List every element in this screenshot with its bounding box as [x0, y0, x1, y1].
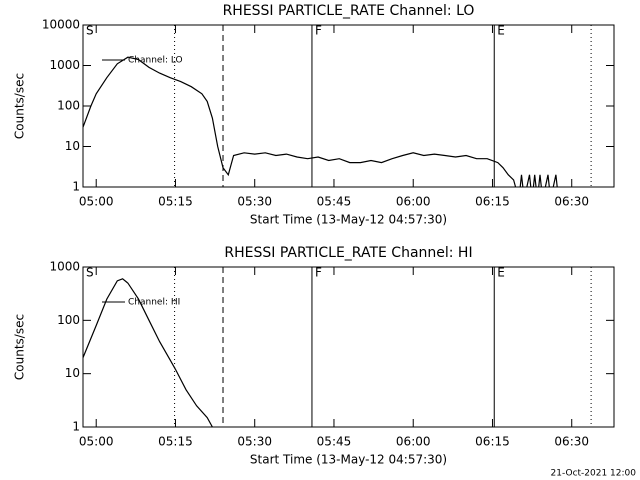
chart-title: RHESSI PARTICLE_RATE Channel: HI: [224, 245, 472, 261]
y-tick-label: 1000: [49, 260, 80, 274]
x-tick-label: 06:15: [475, 195, 510, 209]
legend-label: Channel: HI: [128, 298, 180, 308]
footer: 21-Oct-2021 12:00: [551, 469, 637, 479]
x-tick-label: 06:30: [554, 435, 589, 449]
x-tick-label: 06:00: [396, 195, 431, 209]
plot-frame: [82, 266, 615, 428]
x-tick-label: 05:45: [317, 195, 352, 209]
chart-title: RHESSI PARTICLE_RATE Channel: LO: [223, 3, 475, 19]
x-tick-label: 05:45: [317, 435, 352, 449]
x-tick-label: 05:30: [237, 195, 272, 209]
x-tick-label: 05:30: [237, 435, 272, 449]
x-axis-label: Start Time (13-May-12 04:57:30): [250, 213, 447, 227]
y-tick-label: 1: [72, 420, 80, 434]
y-axis-label: Counts/sec: [13, 314, 27, 380]
marker-label: S: [86, 24, 94, 38]
y-tick-label: 100: [57, 313, 80, 327]
x-axis-label: Start Time (13-May-12 04:57:30): [250, 453, 447, 467]
x-tick-label: 06:30: [554, 195, 589, 209]
x-tick-label: 06:00: [396, 435, 431, 449]
y-axis-label: Counts/sec: [13, 73, 27, 139]
data-line: [83, 56, 558, 187]
y-tick-label: 10000: [42, 18, 80, 32]
marker-label: F: [315, 266, 322, 280]
legend-label: Channel: LO: [128, 56, 183, 66]
x-tick-label: 06:15: [475, 435, 510, 449]
x-tick-label: 05:15: [158, 435, 193, 449]
marker-label: E: [497, 266, 505, 280]
marker-label: E: [497, 24, 505, 38]
y-tick-label: 100: [57, 99, 80, 113]
x-tick-label: 05:00: [79, 435, 114, 449]
marker-label: F: [315, 24, 322, 38]
y-tick-label: 1: [72, 180, 80, 194]
y-tick-label: 1000: [49, 58, 80, 72]
data-line: [83, 278, 213, 427]
x-tick-label: 05:00: [79, 195, 114, 209]
y-tick-label: 10: [65, 366, 80, 380]
x-tick-label: 05:15: [158, 195, 193, 209]
y-tick-label: 10: [65, 139, 80, 153]
marker-label: S: [86, 266, 94, 280]
